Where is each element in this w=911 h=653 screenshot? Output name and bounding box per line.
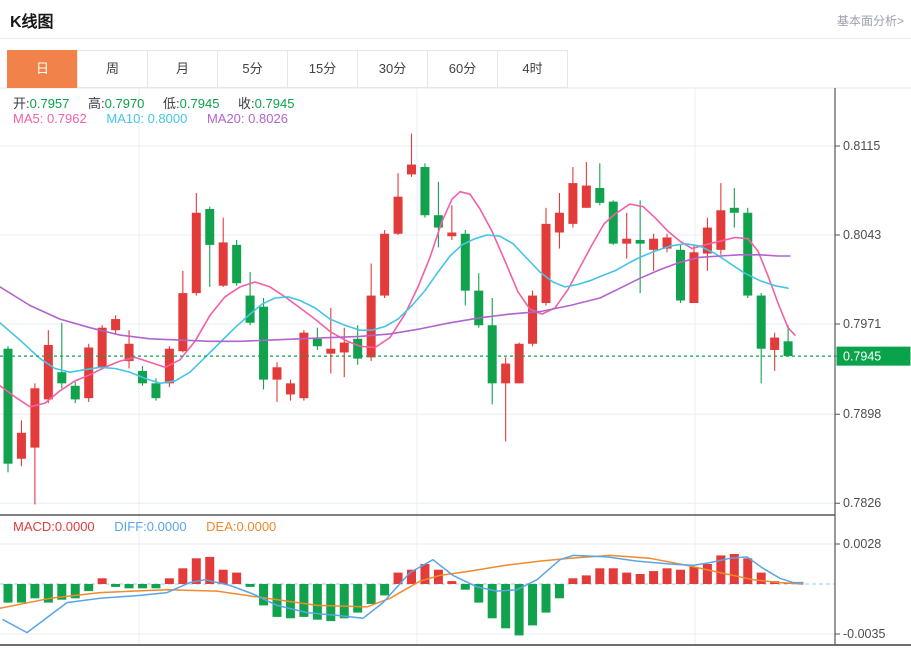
high-value: 0.7970 [104, 96, 145, 111]
macd-value: MACD:0.0000 [13, 519, 95, 534]
price-pane [0, 133, 835, 505]
svg-text:0.7971: 0.7971 [843, 317, 881, 331]
close-value: 0.7945 [254, 96, 295, 111]
svg-text:0.7898: 0.7898 [843, 407, 881, 421]
low-value: 0.7945 [179, 96, 220, 111]
svg-text:0.8115: 0.8115 [843, 139, 880, 153]
high-label: 高: [88, 96, 105, 111]
interval-tabs: 日 周 月 5分 15分 30分 60分 4时 [7, 50, 568, 88]
diff-value: DIFF:0.0000 [114, 519, 187, 534]
svg-text:0.7826: 0.7826 [843, 496, 881, 510]
svg-text:-0.0035: -0.0035 [843, 627, 885, 641]
open-value: 0.7957 [29, 96, 70, 111]
tab-week[interactable]: 周 [77, 50, 148, 88]
page-title: K线图 [10, 14, 54, 31]
tab-month[interactable]: 月 [147, 50, 218, 88]
page-header: K线图 基本面分析> [0, 0, 911, 39]
open-label: 开: [13, 96, 30, 111]
ma20-value: MA20: 0.8026 [206, 111, 288, 126]
dea-value: DEA:0.0000 [206, 519, 277, 534]
tab-60min[interactable]: 60分 [427, 50, 498, 88]
low-label: 低: [163, 96, 180, 111]
ma5-value: MA5: 0.7962 [13, 111, 87, 126]
fundamental-analysis-link[interactable]: 基本面分析> [836, 14, 904, 28]
svg-text:0.7945: 0.7945 [843, 350, 881, 364]
ma-legend: MA5: 0.7962 MA10: 0.8000 MA20: 0.8026 [13, 111, 288, 126]
ma10-value: MA10: 0.8000 [106, 111, 188, 126]
svg-text:0.0028: 0.0028 [843, 537, 881, 551]
tab-30min[interactable]: 30分 [357, 50, 428, 88]
svg-text:0.8043: 0.8043 [843, 228, 881, 242]
close-label: 收: [238, 96, 255, 111]
tab-15min[interactable]: 15分 [287, 50, 358, 88]
macd-pane [0, 554, 804, 636]
tab-4hour[interactable]: 4时 [497, 50, 568, 88]
macd-legend: MACD:0.0000 DIFF:0.0000 DEA:0.0000 [13, 519, 276, 534]
tab-5min[interactable]: 5分 [217, 50, 288, 88]
ohlc-legend: 开:0.7957 高:0.7970 低:0.7945 收:0.7945 [13, 93, 309, 112]
tab-day[interactable]: 日 [7, 50, 78, 88]
